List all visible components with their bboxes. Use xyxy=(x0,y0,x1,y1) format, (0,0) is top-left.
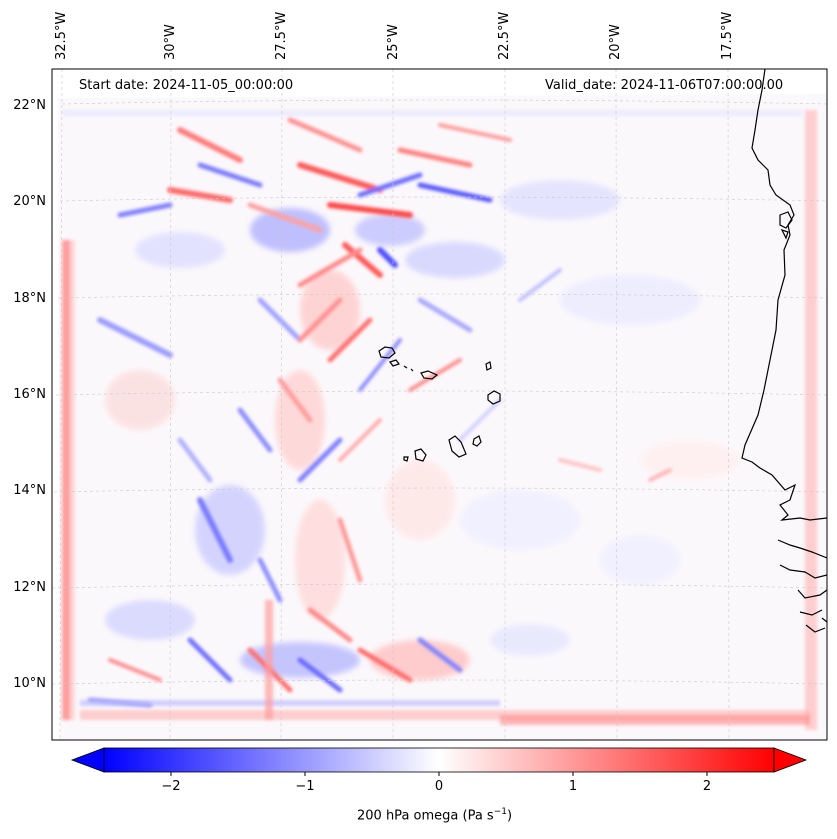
africa-coastline xyxy=(741,69,827,521)
lat-label-10n: 10°N xyxy=(13,676,46,691)
colorbar-tick-label: 1 xyxy=(568,779,578,794)
map-frame xyxy=(51,68,828,741)
colorbar-label-suffix: ) xyxy=(506,808,513,824)
colorbar-tick-label: 0 xyxy=(434,779,444,794)
colorbar xyxy=(70,747,808,776)
cape-verde-islands xyxy=(378,346,501,462)
colorbar-tick-label: −2 xyxy=(161,779,181,794)
start-date-label: Start date: 2024-11-05_00:00:00 xyxy=(79,78,294,93)
colorbar-label-prefix: 200 hPa omega (Pa s xyxy=(357,808,494,824)
lat-label-16n: 16°N xyxy=(13,387,46,402)
valid-date-label: Valid_date: 2024-11-06T07:00:00.00 xyxy=(545,78,784,93)
lat-label-12n: 12°N xyxy=(13,580,46,595)
lat-label-14n: 14°N xyxy=(13,483,46,498)
lat-label-18n: 18°N xyxy=(13,291,46,306)
graticule xyxy=(52,69,827,740)
lat-label-22n: 22°N xyxy=(13,98,46,113)
colorbar-tick-label: 2 xyxy=(702,779,712,794)
lat-label-20n: 20°N xyxy=(13,194,46,209)
colorbar-label: 200 hPa omega (Pa s−1) xyxy=(357,807,512,823)
colorbar-label-exponent: −1 xyxy=(493,807,507,817)
colorbar-extend-high xyxy=(773,747,808,773)
colorbar-extend-low xyxy=(70,747,105,773)
colorbar-tick-label: −1 xyxy=(295,779,315,794)
omega-field xyxy=(52,69,827,740)
colorbar-gradient xyxy=(103,747,775,773)
